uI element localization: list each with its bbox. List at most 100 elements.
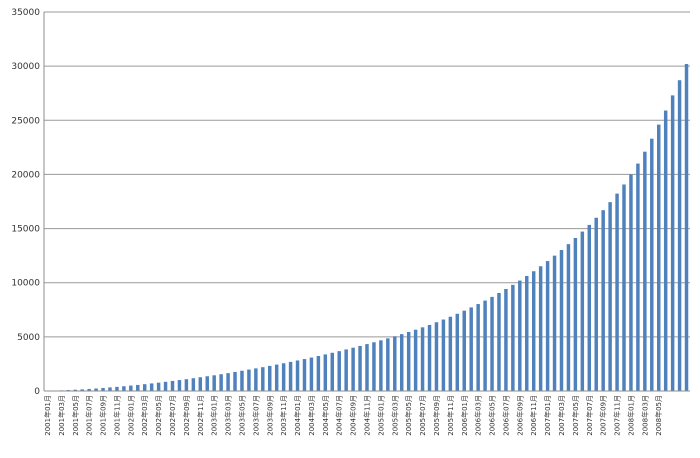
bar bbox=[254, 368, 258, 391]
x-tick-label: 2004年09月 bbox=[349, 395, 358, 436]
bar bbox=[615, 193, 619, 391]
x-tick-label: 2002年03月 bbox=[140, 395, 149, 436]
y-tick-label: 30000 bbox=[11, 62, 40, 72]
bar bbox=[601, 210, 605, 391]
bar bbox=[87, 388, 91, 391]
bar bbox=[663, 110, 668, 391]
bar bbox=[115, 386, 119, 391]
bar bbox=[406, 331, 411, 391]
bar bbox=[330, 352, 334, 391]
x-tick-label: 2006年11月 bbox=[529, 395, 538, 436]
y-tick-label: 10000 bbox=[11, 279, 40, 289]
bar bbox=[393, 336, 397, 391]
bar bbox=[129, 385, 133, 391]
y-axis: 0 5000 10000 15000 20000 25000 30000 35000 bbox=[11, 8, 45, 397]
bar bbox=[372, 342, 376, 391]
bar bbox=[170, 380, 175, 391]
x-tick-label: 2007年09月 bbox=[599, 395, 608, 436]
bar bbox=[261, 367, 265, 391]
x-tick-label: 2006年05月 bbox=[488, 395, 497, 436]
x-tick-label: 2003年03月 bbox=[224, 395, 233, 436]
bar bbox=[309, 357, 314, 391]
bar bbox=[545, 261, 550, 391]
bar bbox=[240, 370, 244, 391]
bar bbox=[247, 369, 251, 391]
bar bbox=[337, 351, 341, 391]
bar bbox=[122, 386, 126, 391]
x-tick-label: 2001年01月 bbox=[43, 395, 52, 436]
bar bbox=[469, 307, 473, 391]
x-tick-label: 2002年09月 bbox=[182, 395, 191, 436]
x-tick-label: 2006年01月 bbox=[460, 395, 469, 436]
x-tick-label: 2001年11月 bbox=[112, 395, 121, 436]
bar bbox=[497, 293, 501, 391]
bar bbox=[226, 373, 230, 391]
bar bbox=[108, 387, 112, 391]
x-tick-label: 2005年09月 bbox=[432, 395, 441, 436]
bar bbox=[323, 354, 328, 391]
bars bbox=[45, 63, 689, 392]
bar bbox=[274, 364, 279, 391]
y-tick-label: 5000 bbox=[17, 333, 40, 343]
bar bbox=[518, 280, 522, 391]
x-tick-label: 2005年01月 bbox=[376, 395, 385, 436]
bar bbox=[594, 217, 598, 391]
bar bbox=[80, 389, 84, 391]
y-tick-label: 35000 bbox=[11, 8, 40, 18]
x-tick-label: 2007年07月 bbox=[585, 395, 594, 436]
bar bbox=[525, 276, 529, 391]
bar bbox=[233, 371, 237, 391]
bar bbox=[344, 349, 348, 391]
bar bbox=[490, 296, 494, 391]
x-tick-label: 2004年07月 bbox=[335, 395, 344, 436]
bar bbox=[677, 80, 682, 391]
bar bbox=[538, 266, 543, 391]
bar bbox=[455, 313, 460, 391]
bar bbox=[156, 382, 161, 391]
bar bbox=[608, 202, 612, 391]
y-tick-label: 0 bbox=[34, 387, 40, 397]
x-tick-label: 2006年07月 bbox=[501, 395, 510, 436]
bar bbox=[358, 345, 362, 391]
x-tick-label: 2004年03月 bbox=[307, 395, 316, 436]
bar bbox=[483, 300, 487, 391]
bar bbox=[531, 271, 536, 391]
bar bbox=[587, 224, 592, 391]
x-tick-label: 2008年03月 bbox=[640, 395, 649, 436]
gridlines bbox=[44, 11, 690, 392]
bar bbox=[94, 388, 98, 391]
x-tick-label: 2008年05月 bbox=[654, 395, 663, 436]
x-tick-label: 2003年01月 bbox=[210, 395, 219, 436]
bar bbox=[351, 347, 355, 391]
bar bbox=[573, 237, 578, 391]
bar bbox=[650, 138, 654, 391]
bar bbox=[281, 363, 286, 391]
x-tick-label: 2005年11月 bbox=[446, 395, 455, 436]
bar bbox=[101, 387, 105, 391]
bar bbox=[295, 360, 300, 391]
bar bbox=[191, 378, 196, 391]
bar bbox=[622, 184, 626, 391]
x-tick-label: 2005年07月 bbox=[418, 395, 427, 436]
bar bbox=[448, 316, 453, 391]
bar bbox=[511, 284, 515, 391]
bar bbox=[420, 327, 425, 391]
bar bbox=[441, 319, 446, 391]
x-tick-label: 2006年09月 bbox=[515, 395, 524, 436]
x-tick-label: 2001年09月 bbox=[99, 395, 108, 436]
y-tick-label: 25000 bbox=[11, 116, 40, 126]
bar bbox=[670, 95, 675, 391]
bar bbox=[316, 356, 321, 391]
bar bbox=[580, 231, 585, 391]
x-tick-label: 2004年11月 bbox=[363, 395, 372, 436]
y-tick-label: 20000 bbox=[11, 170, 40, 180]
bar bbox=[566, 244, 571, 391]
bar bbox=[476, 304, 480, 391]
x-tick-label: 2005年03月 bbox=[390, 395, 399, 436]
x-tick-label: 2008年01月 bbox=[626, 395, 635, 436]
bar bbox=[136, 384, 140, 391]
x-tick-label: 2002年07月 bbox=[168, 395, 177, 436]
x-tick-label: 2007年01月 bbox=[543, 395, 552, 436]
bar bbox=[504, 288, 508, 391]
